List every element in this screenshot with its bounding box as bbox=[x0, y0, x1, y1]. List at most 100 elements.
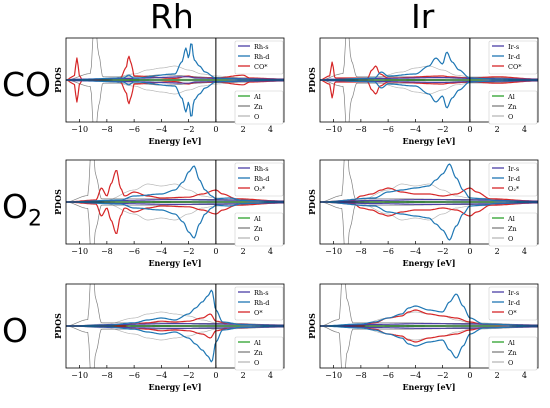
x-axis-label: Energy [eV] bbox=[402, 136, 455, 146]
series-line-Zn-up bbox=[320, 38, 538, 81]
row-title-co: CO bbox=[2, 65, 52, 104]
x-tick-label: 0 bbox=[213, 125, 218, 134]
y-axis-label: PDOS bbox=[307, 313, 317, 339]
legend: Al Zn O bbox=[488, 336, 538, 371]
series-line-metal_d-down bbox=[320, 201, 538, 241]
x-tick-label: −10 bbox=[71, 247, 88, 256]
legend-entry: Ir-s bbox=[508, 289, 519, 297]
legend: Al Zn O bbox=[234, 212, 284, 247]
x-tick-label: −6 bbox=[382, 247, 394, 256]
legend-entry: Al bbox=[507, 93, 515, 101]
x-tick-label: 4 bbox=[268, 247, 273, 256]
x-tick-label: −2 bbox=[183, 125, 195, 134]
x-axis-label: Energy [eV] bbox=[148, 258, 201, 268]
series-line-metal_d-up bbox=[66, 43, 284, 81]
legend: Rh-s Rh-d O₂* bbox=[234, 162, 284, 197]
series-line-Zn-up bbox=[66, 38, 284, 81]
plot-frame bbox=[65, 159, 285, 245]
legend-entry: Zn bbox=[508, 225, 517, 233]
x-tick-label: −6 bbox=[382, 125, 394, 134]
series-line-metal_d-up bbox=[66, 165, 284, 203]
x-tick-label: −2 bbox=[183, 371, 195, 380]
x-tick-label: 2 bbox=[495, 125, 500, 134]
x-tick-label: −8 bbox=[355, 371, 367, 380]
x-tick-label: −2 bbox=[437, 371, 449, 380]
x-tick-label: 4 bbox=[522, 125, 527, 134]
x-axis-label: Energy [eV] bbox=[148, 382, 201, 392]
plot-frame bbox=[65, 37, 285, 123]
legend-entry: Rh-s bbox=[254, 43, 269, 51]
x-tick-label: −10 bbox=[71, 371, 88, 380]
legend-entry: Al bbox=[253, 93, 261, 101]
legend-entry: Al bbox=[253, 215, 261, 223]
x-tick-label: −8 bbox=[355, 247, 367, 256]
pdos-panel-ir-co: −10 −8 −6 −4 −2 0 2 4 Energy [eV] PDOS Ir-s Ir-d CO*… bbox=[307, 37, 539, 146]
legend: Al Zn O bbox=[234, 336, 284, 371]
x-tick-label: −4 bbox=[155, 371, 167, 380]
series-line-metal_d-up bbox=[320, 51, 538, 81]
legend-entry: Al bbox=[253, 339, 261, 347]
x-tick-label: 2 bbox=[241, 371, 246, 380]
x-tick-label: 0 bbox=[213, 371, 218, 380]
legend-entry: Ir-d bbox=[508, 299, 520, 307]
x-tick-label: 0 bbox=[467, 247, 472, 256]
y-axis-label: PDOS bbox=[307, 189, 317, 215]
x-tick-label: −4 bbox=[409, 125, 421, 134]
x-tick-label: −4 bbox=[155, 125, 167, 134]
x-tick-label: −2 bbox=[437, 247, 449, 256]
legend-entry: O* bbox=[508, 309, 517, 317]
legend-entry: Rh-s bbox=[254, 165, 269, 173]
series-line-Al-up bbox=[66, 200, 284, 203]
legend-entry: O bbox=[508, 359, 513, 367]
x-tick-label: −6 bbox=[128, 247, 140, 256]
series-line-adsorbate-up bbox=[66, 170, 284, 203]
x-tick-label: −8 bbox=[355, 125, 367, 134]
x-tick-label: 0 bbox=[467, 371, 472, 380]
legend-entry: Rh-d bbox=[254, 53, 269, 61]
series-line-Zn-down bbox=[66, 79, 284, 122]
x-tick-label: 2 bbox=[241, 125, 246, 134]
legend-entry: O bbox=[254, 113, 259, 121]
x-tick-label: 2 bbox=[495, 371, 500, 380]
legend-entry: Ir-d bbox=[508, 175, 520, 183]
legend-entry: Al bbox=[507, 215, 515, 223]
x-tick-label: −6 bbox=[128, 371, 140, 380]
series-line-Al-down bbox=[66, 201, 284, 204]
legend-entry: O* bbox=[254, 309, 263, 317]
plot-frame bbox=[319, 159, 539, 245]
legend: Rh-s Rh-d O* bbox=[234, 286, 284, 321]
pdos-panel-ir-o: −10 −8 −6 −4 −2 0 2 4 Energy [eV] PDOS Ir-s Ir-d O* A… bbox=[307, 283, 539, 392]
plot-frame bbox=[319, 37, 539, 123]
y-axis-label: PDOS bbox=[53, 67, 63, 93]
series-line-metal_d-up bbox=[66, 289, 284, 327]
x-tick-label: −10 bbox=[71, 125, 88, 134]
legend-entry: Rh-d bbox=[254, 299, 269, 307]
x-tick-label: −8 bbox=[101, 371, 113, 380]
y-axis-label: PDOS bbox=[307, 67, 317, 93]
legend-entry: Zn bbox=[254, 225, 263, 233]
x-axis-label: Energy [eV] bbox=[402, 258, 455, 268]
legend: Al Zn O bbox=[488, 90, 538, 125]
legend-entry: Ir-d bbox=[508, 53, 520, 61]
legend-entry: Ir-s bbox=[508, 165, 519, 173]
plot-frame bbox=[65, 283, 285, 369]
legend-entry: CO* bbox=[508, 63, 522, 71]
y-axis-label: PDOS bbox=[53, 189, 63, 215]
series-line-metal_d-down bbox=[66, 79, 284, 117]
legend-entry: Rh-d bbox=[254, 175, 269, 183]
legend: Rh-s Rh-d CO* bbox=[234, 40, 284, 75]
x-tick-label: 4 bbox=[268, 125, 273, 134]
x-tick-label: −2 bbox=[437, 125, 449, 134]
x-tick-label: 0 bbox=[213, 247, 218, 256]
legend-entry: Ir-s bbox=[508, 43, 519, 51]
legend-entry: O bbox=[254, 235, 259, 243]
legend-entry: CO* bbox=[254, 63, 268, 71]
y-axis-label: PDOS bbox=[53, 313, 63, 339]
x-tick-label: −8 bbox=[101, 247, 113, 256]
legend-entry: O₂* bbox=[508, 185, 520, 193]
row-title-o2: O2 bbox=[2, 187, 42, 232]
x-tick-label: −2 bbox=[183, 247, 195, 256]
series-line-metal_d-down bbox=[66, 325, 284, 363]
x-tick-label: 2 bbox=[241, 247, 246, 256]
pdos-panel-rh-co: −10 −8 −6 −4 −2 0 2 4 Energy [eV] PDOS Rh-s Rh-d CO*… bbox=[53, 37, 285, 146]
